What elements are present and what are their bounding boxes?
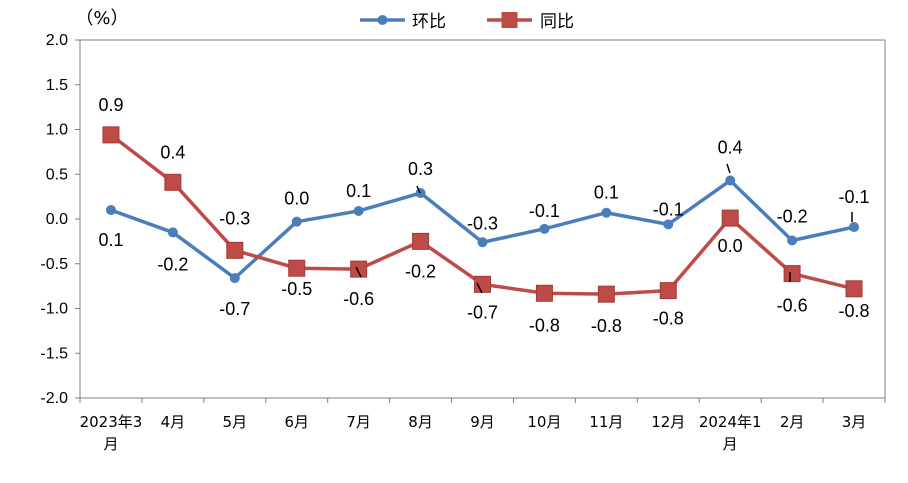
data-point-mom — [105, 205, 116, 216]
legend-marker-mom — [377, 15, 388, 25]
data-point-mom — [229, 273, 240, 284]
data-label-mom: 0.1 — [98, 230, 123, 250]
data-point-mom — [787, 235, 798, 246]
data-label-yoy: 0.9 — [98, 95, 123, 115]
x-tick-label: 12月 — [651, 413, 685, 431]
x-tick-label: 9月 — [470, 413, 495, 431]
data-point-mom — [415, 188, 426, 199]
data-point-yoy — [164, 173, 182, 191]
x-tick-label: 2024年1 月 — [699, 413, 762, 453]
y-tick-label: 1.0 — [46, 122, 68, 139]
x-tick-label: 2月 — [780, 413, 805, 431]
data-label-yoy: 0.4 — [160, 142, 185, 162]
data-label-yoy: -0.2 — [405, 261, 436, 281]
data-point-mom — [291, 216, 302, 227]
y-unit-label: （%） — [75, 8, 128, 29]
data-label-mom: -0.7 — [219, 299, 250, 319]
data-point-mom — [663, 219, 674, 230]
data-label-mom: -0.1 — [839, 187, 870, 207]
data-point-yoy — [412, 232, 430, 250]
data-label-mom: -0.2 — [777, 206, 808, 226]
data-label-leader — [355, 266, 362, 278]
data-label-yoy: -0.5 — [281, 279, 312, 299]
data-label-yoy: -0.6 — [777, 296, 808, 316]
y-tick-label: -1.0 — [40, 301, 68, 318]
data-point-mom — [849, 222, 860, 233]
data-label-mom: 0.1 — [594, 183, 619, 203]
data-label-leader — [416, 185, 421, 194]
y-tick-label: -0.5 — [40, 256, 68, 273]
data-point-yoy — [288, 259, 306, 277]
data-label-mom: -0.3 — [467, 213, 498, 233]
data-label-leader — [726, 163, 731, 174]
data-point-yoy — [845, 280, 863, 298]
y-tick-label: -2.0 — [40, 390, 68, 407]
data-label-yoy: 0.0 — [718, 236, 743, 256]
data-point-yoy — [535, 284, 553, 302]
data-point-mom — [601, 207, 612, 218]
legend-label-mom: 环比 — [412, 12, 446, 32]
data-point-yoy — [659, 282, 677, 300]
x-tick-label: 6月 — [284, 413, 309, 431]
data-point-mom — [539, 223, 550, 234]
data-label-mom: 0.4 — [718, 138, 743, 158]
data-point-yoy — [783, 265, 801, 283]
data-point-mom — [167, 227, 178, 238]
data-label-mom: 0.0 — [284, 189, 309, 209]
data-label-yoy: -0.8 — [529, 315, 560, 335]
data-point-mom — [725, 175, 736, 186]
x-tick-label: 8月 — [408, 413, 433, 431]
y-tick-label: 0.0 — [46, 211, 68, 228]
x-tick-label: 4月 — [161, 413, 186, 431]
data-label-yoy: -0.8 — [839, 301, 870, 321]
data-label-mom: -0.1 — [529, 201, 560, 221]
data-label-yoy: -0.7 — [467, 302, 498, 322]
data-label-yoy: -0.8 — [591, 316, 622, 336]
x-tick-label: 5月 — [223, 413, 248, 431]
data-label-mom: 0.1 — [346, 181, 371, 201]
x-tick-label: 7月 — [346, 413, 371, 431]
data-point-yoy — [350, 260, 368, 278]
x-tick-label: 2023年3 月 — [80, 413, 143, 453]
x-tick-label: 3月 — [842, 413, 867, 431]
data-point-yoy — [597, 285, 615, 303]
data-label-mom: 0.3 — [408, 159, 433, 179]
y-tick-label: 2.0 — [46, 32, 68, 49]
data-label-yoy: -0.3 — [219, 208, 250, 228]
data-label-mom: -0.2 — [157, 254, 188, 274]
data-label-yoy: -0.6 — [343, 289, 374, 309]
y-tick-label: -1.5 — [40, 345, 68, 362]
data-label-leader — [476, 282, 483, 294]
legend-marker-yoy — [501, 12, 518, 28]
y-tick-label: 1.5 — [46, 77, 68, 94]
y-tick-label: 0.5 — [46, 166, 68, 183]
data-point-yoy — [226, 241, 244, 259]
x-tick-label: 11月 — [589, 413, 623, 431]
data-label-mom: -0.1 — [653, 199, 684, 219]
data-point-mom — [353, 205, 364, 216]
data-label-yoy: -0.8 — [653, 309, 684, 329]
x-tick-label: 10月 — [527, 413, 561, 431]
data-point-yoy — [102, 126, 120, 144]
data-point-mom — [477, 237, 488, 248]
data-point-yoy — [721, 209, 739, 227]
legend-label-yoy: 同比 — [540, 12, 574, 32]
